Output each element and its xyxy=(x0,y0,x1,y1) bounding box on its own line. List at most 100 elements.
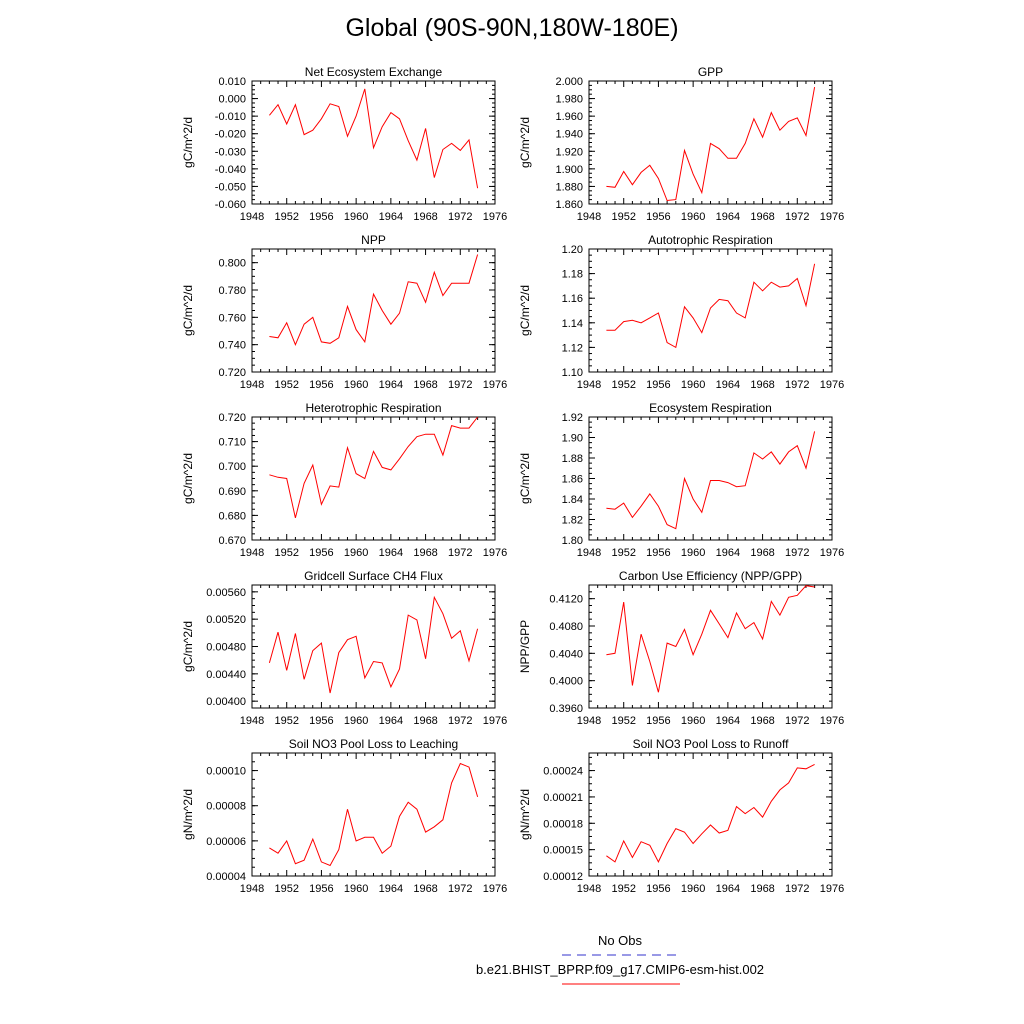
y-axis-label: gC/m^2/d xyxy=(181,117,195,168)
panel-title: Ecosystem Respiration xyxy=(649,401,772,415)
legend-case-label: b.e21.BHIST_BPRP.f09_g17.CMIP6-esm-hist.… xyxy=(475,962,765,977)
y-axis-label: gC/m^2/d xyxy=(181,285,195,336)
x-tick-label: 1968 xyxy=(413,211,437,223)
x-tick-label: 1968 xyxy=(413,547,437,559)
x-tick-label: 1968 xyxy=(750,211,774,223)
x-tick-label: 1960 xyxy=(681,715,705,727)
x-tick-label: 1956 xyxy=(646,379,670,391)
y-axis-label: gN/m^2/d xyxy=(181,789,195,840)
y-tick-label: 1.860 xyxy=(555,199,583,211)
chart-panel-0: Net Ecosystem Exchange gC/m^2/d 1948 1952 19… xyxy=(181,65,507,223)
x-tick-label: 1948 xyxy=(240,547,264,559)
y-axis-label: gC/m^2/d xyxy=(518,453,532,504)
chart-panel-6: Gridcell Surface CH4 Flux gC/m^2/d 1948 195… xyxy=(181,569,507,727)
x-tick-label: 1972 xyxy=(785,211,809,223)
y-tick-label: 0.00008 xyxy=(206,801,246,813)
panel-title: Heterotrophic Respiration xyxy=(305,401,441,415)
y-tick-label: 0.4040 xyxy=(549,648,583,660)
chart-panel-5: Ecosystem Respiration gC/m^2/d 1948 1952 195… xyxy=(518,401,844,559)
x-tick-label: 1964 xyxy=(716,211,740,223)
legend-lines xyxy=(562,954,680,985)
x-tick-label: 1948 xyxy=(577,547,601,559)
y-tick-label: 0.740 xyxy=(218,340,246,352)
x-tick-label: 1952 xyxy=(611,211,635,223)
x-tick-label: 1972 xyxy=(448,715,472,727)
y-tick-label: 0.680 xyxy=(218,510,246,522)
y-tick-label: 2.000 xyxy=(555,76,583,88)
y-tick-label: 1.940 xyxy=(555,129,583,141)
x-tick-label: 1948 xyxy=(240,883,264,895)
y-tick-label: 0.4080 xyxy=(549,621,583,633)
y-axis-label: NPP/GPP xyxy=(518,620,532,673)
x-tick-label: 1976 xyxy=(820,211,844,223)
y-tick-label: 0.800 xyxy=(218,258,246,270)
x-tick-label: 1960 xyxy=(681,379,705,391)
x-tick-label: 1952 xyxy=(611,379,635,391)
y-tick-label: 0.760 xyxy=(218,312,246,324)
x-tick-label: 1948 xyxy=(240,211,264,223)
y-tick-label: 0.00018 xyxy=(543,818,583,830)
y-tick-label: 1.10 xyxy=(562,367,583,379)
series-line xyxy=(269,762,479,867)
x-tick-label: 1976 xyxy=(820,715,844,727)
y-tick-label: 1.18 xyxy=(562,269,583,281)
plot-frame xyxy=(251,752,496,877)
y-tick-label: 0.3960 xyxy=(549,703,583,715)
x-tick-label: 1968 xyxy=(750,883,774,895)
x-tick-label: 1956 xyxy=(646,211,670,223)
panel-title: NPP xyxy=(361,233,386,247)
plot-frame xyxy=(588,80,833,205)
x-tick-label: 1968 xyxy=(413,379,437,391)
y-tick-label: 0.4120 xyxy=(549,594,583,606)
chart-panel-8: Soil NO3 Pool Loss to Leaching gN/m^2/d 19… xyxy=(181,737,507,895)
x-tick-label: 1972 xyxy=(785,379,809,391)
y-tick-label: 0.690 xyxy=(218,486,246,498)
x-tick-label: 1948 xyxy=(577,211,601,223)
x-tick-label: 1948 xyxy=(240,715,264,727)
x-tick-label: 1964 xyxy=(379,883,403,895)
x-tick-label: 1952 xyxy=(611,715,635,727)
x-tick-label: 1964 xyxy=(379,211,403,223)
panel-title: GPP xyxy=(698,65,723,79)
x-tick-label: 1972 xyxy=(785,547,809,559)
y-tick-label: 0.00021 xyxy=(543,792,583,804)
y-tick-label: 0.00004 xyxy=(206,871,246,883)
x-tick-label: 1964 xyxy=(379,715,403,727)
x-tick-label: 1956 xyxy=(646,715,670,727)
x-tick-label: 1968 xyxy=(413,883,437,895)
y-tick-label: -0.050 xyxy=(215,181,246,193)
x-tick-label: 1948 xyxy=(577,379,601,391)
y-tick-label: 0.00400 xyxy=(206,696,246,708)
y-axis-label: gC/m^2/d xyxy=(181,621,195,672)
x-tick-label: 1956 xyxy=(309,547,333,559)
series-line xyxy=(606,585,815,693)
plot-frame xyxy=(251,80,496,205)
x-tick-label: 1952 xyxy=(274,547,298,559)
x-tick-label: 1976 xyxy=(820,883,844,895)
x-tick-label: 1948 xyxy=(240,379,264,391)
chart-panel-4: Heterotrophic Respiration gC/m^2/d 1948 195… xyxy=(181,401,507,559)
x-tick-label: 1968 xyxy=(750,379,774,391)
y-tick-label: 0.720 xyxy=(218,367,246,379)
panel-title: Carbon Use Efficiency (NPP/GPP) xyxy=(619,569,802,583)
y-axis-label: gC/m^2/d xyxy=(518,285,532,336)
y-tick-label: 0.00520 xyxy=(206,614,246,626)
y-tick-label: 1.84 xyxy=(562,494,583,506)
y-tick-label: 1.92 xyxy=(562,412,583,424)
x-tick-label: 1976 xyxy=(820,547,844,559)
x-tick-label: 1956 xyxy=(309,379,333,391)
x-tick-label: 1964 xyxy=(716,883,740,895)
panel-title: Autotrophic Respiration xyxy=(648,233,773,247)
y-tick-label: -0.040 xyxy=(215,164,246,176)
y-tick-label: 0.010 xyxy=(218,76,246,88)
y-tick-label: 0.00024 xyxy=(543,766,583,778)
y-tick-label: 0.700 xyxy=(218,461,246,473)
y-tick-label: 1.12 xyxy=(562,342,583,354)
x-tick-label: 1960 xyxy=(681,211,705,223)
y-tick-label: 0.670 xyxy=(218,535,246,547)
x-tick-label: 1976 xyxy=(820,379,844,391)
chart-panel-2: NPP gC/m^2/d 1948 1952 1956 1960 1964 1968 1972 1… xyxy=(181,233,507,391)
panel-title: Soil NO3 Pool Loss to Leaching xyxy=(289,737,458,751)
panel-title: Gridcell Surface CH4 Flux xyxy=(304,569,443,583)
